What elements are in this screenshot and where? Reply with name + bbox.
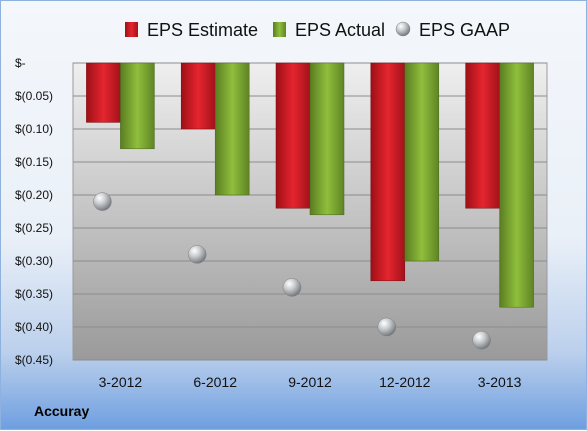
bar-eps-actual	[499, 62, 534, 308]
legend-label: EPS GAAP	[419, 20, 510, 40]
marker-eps-gaap	[187, 245, 207, 264]
bar-eps-actual	[404, 62, 440, 262]
legend-swatch-eps-gaap	[395, 21, 411, 37]
company-label: Accuray	[34, 403, 90, 419]
x-tick-label: 3-2012	[99, 374, 143, 390]
x-tick-label: 3-2013	[478, 374, 522, 390]
y-tick-label: $(0.45)	[15, 353, 53, 367]
y-tick-label: $(0.15)	[15, 155, 53, 169]
bar-eps-estimate	[275, 62, 311, 209]
bar-eps-actual	[309, 62, 345, 216]
y-tick-label: $(0.10)	[15, 122, 53, 136]
x-tick-label: 6-2012	[193, 374, 237, 390]
y-tick-label: $(0.05)	[15, 89, 53, 103]
marker-eps-gaap	[472, 330, 491, 350]
gaap-markers	[93, 192, 491, 350]
y-tick-label: $(0.30)	[15, 254, 53, 268]
y-tick-label: $(0.35)	[15, 287, 53, 301]
x-tick-label: 9-2012	[288, 374, 332, 390]
bar-eps-estimate	[86, 62, 121, 123]
y-tick-label: $(0.20)	[15, 188, 53, 202]
x-tick-label: 12-2012	[379, 374, 431, 390]
legend-swatch-eps-actual	[273, 22, 286, 37]
marker-eps-gaap	[377, 317, 397, 337]
y-axis-ticks: $- $(0.05) $(0.10) $(0.15) $(0.20) $(0.25) $(0…	[15, 56, 53, 367]
legend-label: EPS Actual	[295, 20, 385, 40]
y-tick-label: $(0.25)	[15, 221, 53, 235]
marker-eps-gaap	[282, 278, 302, 297]
bar-eps-estimate	[370, 62, 406, 282]
y-tick-label: $-	[15, 56, 26, 70]
bars	[86, 62, 534, 308]
bar-eps-actual	[120, 62, 155, 150]
y-tick-label: $(0.40)	[15, 320, 53, 334]
legend-label: EPS Estimate	[147, 20, 258, 40]
marker-eps-gaap	[93, 192, 112, 211]
bar-eps-estimate	[465, 62, 500, 209]
x-axis-ticks: 3-2012 6-2012 9-2012 12-2012 3-2013	[99, 374, 522, 390]
bar-eps-actual	[214, 62, 250, 196]
legend-swatch-eps-estimate	[125, 22, 138, 37]
legend: EPS Estimate EPS Actual EPS GAAP	[125, 20, 510, 40]
bar-eps-estimate	[180, 62, 216, 130]
